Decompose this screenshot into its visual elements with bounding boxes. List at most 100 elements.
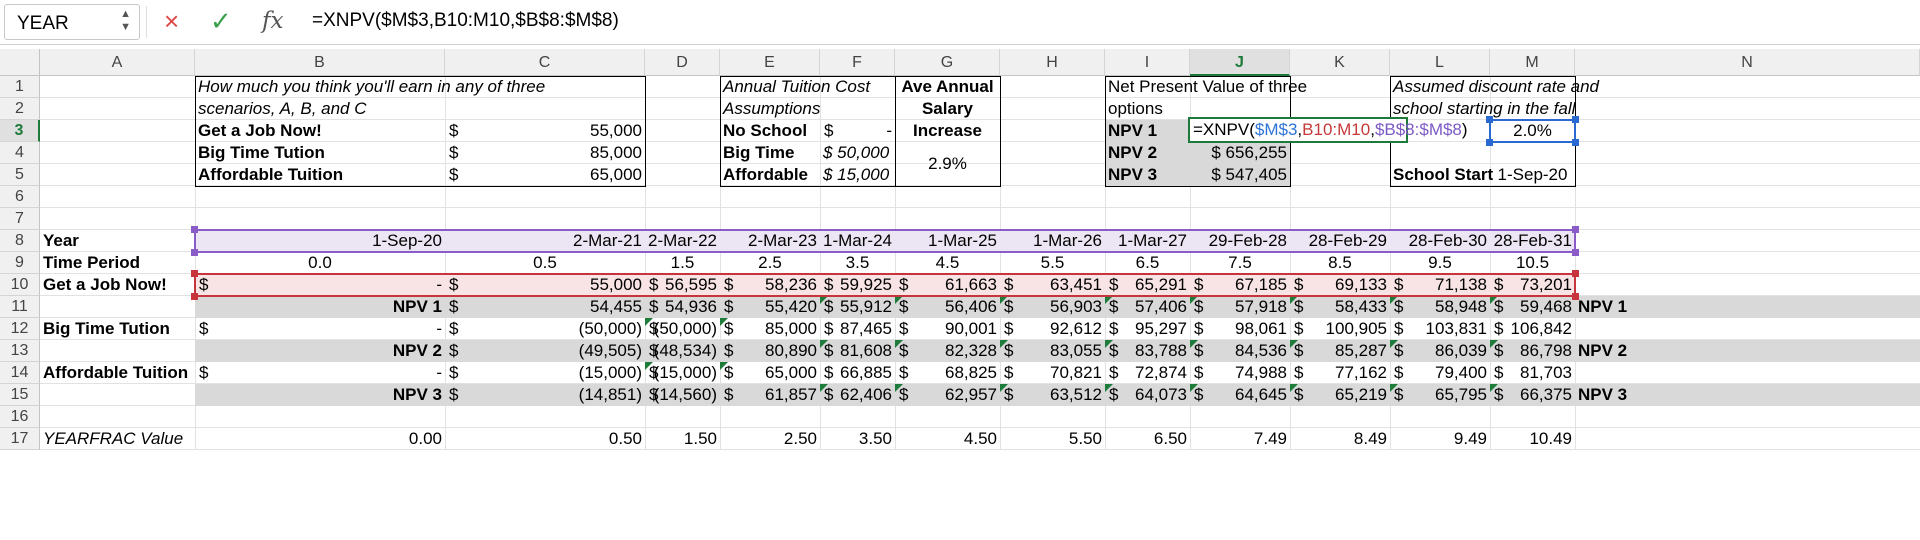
salary-header-line3[interactable]: Increase [913,121,982,140]
school-start-value[interactable]: 1-Sep-20 [1497,165,1568,184]
row-header-8[interactable]: 8 [0,230,40,252]
column-header-n[interactable]: N [1575,49,1920,76]
affordable-cashflow[interactable]: (15,000) $ [449,363,642,382]
big-time-cashflow[interactable]: 100,905 $ [1294,319,1387,338]
row-header-15[interactable]: 15 [0,384,40,406]
npv-value[interactable]: 63,512 $ [1000,384,1105,406]
row-header-4[interactable]: 4 [0,142,40,164]
big-time-cashflow[interactable]: 87,465 $ [824,319,892,338]
time-period-value[interactable]: 9.5 [1428,253,1452,272]
scenario-label[interactable]: Big Time Tution [198,143,325,162]
time-period-value[interactable]: 1.5 [670,253,695,272]
affordable-cashflow[interactable]: 81,703 $ [1494,363,1572,382]
year-date[interactable]: 28-Feb-30 [1408,231,1487,250]
salary-header-line2[interactable]: Salary [921,99,974,118]
time-period-value[interactable]: 5.5 [1040,253,1065,272]
range-handle[interactable] [1572,226,1579,233]
range-handle[interactable] [1572,249,1579,256]
row-header-17[interactable]: 17 [0,428,40,450]
npv-value[interactable]: 66,375 $ [1490,384,1575,406]
year-date[interactable]: 1-Mar-27 [1118,231,1187,250]
big-time-cashflow[interactable]: 103,831 $ [1394,319,1487,338]
column-header-h[interactable]: H [1000,49,1105,76]
job-earnings[interactable]: 71,138 $ [1394,275,1487,294]
npv-value[interactable]: 84,536 $ [1190,340,1290,362]
yearfrac-value[interactable]: 5.50 [1068,429,1102,448]
row-header-6[interactable]: 6 [0,186,40,208]
affordable-cashflow[interactable]: 70,821 $ [1004,363,1102,382]
time-period-label[interactable]: Time Period [43,253,140,272]
affordable-cashflow[interactable]: 68,825 $ [899,363,997,382]
job-earnings[interactable]: 73,201 $ [1494,275,1572,294]
discount-header-line1[interactable]: Assumed discount rate and [1393,77,1600,96]
range-handle[interactable] [191,249,198,256]
big-time-cashflow[interactable]: (50,000) $ [645,318,720,340]
npv-value[interactable]: 65,795 $ [1390,384,1490,406]
npv-value[interactable]: 54,936 $ [649,297,717,316]
function-icon[interactable]: fx [262,8,284,34]
yearfrac-value[interactable]: 0.00 [408,429,442,448]
npv-value[interactable]: 56,903 $ [1000,296,1105,318]
scenario-salary[interactable]: 55,000 $ [449,121,642,140]
time-period-value[interactable]: 10.5 [1515,253,1550,272]
confirm-icon[interactable]: ✓ [210,6,232,36]
npv-value[interactable]: 62,406 $ [820,384,895,406]
yearfrac-value[interactable]: 0.50 [608,429,642,448]
range-handle[interactable] [191,293,198,300]
range-handle[interactable] [1572,139,1579,146]
big-time-cashflow[interactable]: (50,000) $ [449,319,642,338]
job-earnings[interactable]: 55,000 $ [449,275,642,294]
year-label[interactable]: Year [43,231,79,250]
column-header-a[interactable]: A [40,49,195,76]
select-all-corner[interactable] [0,49,40,76]
row-header-5[interactable]: 5 [0,164,40,186]
npv-summary-header-line2[interactable]: options [1108,99,1163,118]
column-header-g[interactable]: G [895,49,1000,76]
npv-value[interactable]: 62,957 $ [895,384,1000,406]
time-period-value[interactable]: 7.5 [1228,253,1252,272]
salary-header-line1[interactable]: Ave Annual [901,77,994,96]
tuition-value[interactable]: $ 15,000 [823,165,890,184]
column-header-i[interactable]: I [1105,49,1190,76]
affordable-cashflow[interactable]: 74,988 $ [1194,363,1287,382]
npv-value[interactable]: 59,468 $ [1490,296,1575,318]
cancel-icon[interactable]: × [164,6,180,36]
school-start-label[interactable]: School Start [1393,165,1494,184]
big-time-cashflow[interactable]: - $ [199,319,442,338]
row-header-7[interactable]: 7 [0,208,40,230]
npv-value[interactable]: (49,505) $ [449,341,642,360]
affordable-cashflow[interactable]: (15,000) $ [645,362,720,384]
affordable-cashflow[interactable]: 79,400 $ [1394,363,1487,382]
npv-value[interactable]: 61,857 $ [724,385,817,404]
npv-value[interactable]: 83,055 $ [1000,340,1105,362]
name-box[interactable]: YEAR ▲ ▼ [4,4,140,40]
row-header-14[interactable]: 14 [0,362,40,384]
yearfrac-value[interactable]: 9.49 [1453,429,1487,448]
npv-value[interactable]: 56,406 $ [895,296,1000,318]
npv-value[interactable]: 80,890 $ [724,341,817,360]
time-period-value[interactable]: 8.5 [1328,253,1352,272]
npv-value[interactable]: 65,219 $ [1290,384,1390,406]
affordable-cashflow[interactable]: 65,000 $ [720,362,820,384]
npv-value[interactable]: 86,039 $ [1390,340,1490,362]
year-date[interactable]: 28-Feb-29 [1308,231,1387,250]
job-earnings[interactable]: - $ [199,275,442,294]
yearfrac-value[interactable]: 7.49 [1253,429,1287,448]
row-header-1[interactable]: 1 [0,76,40,98]
job-label[interactable]: Get a Job Now! [43,275,167,294]
yearfrac-value[interactable]: 3.50 [858,429,892,448]
yearfrac-value[interactable]: 4.50 [963,429,997,448]
npv-value[interactable]: 58,433 $ [1290,296,1390,318]
year-date[interactable]: 1-Sep-20 [372,231,442,250]
npv-value[interactable]: 54,455 $ [449,297,642,316]
tuition-label[interactable]: Affordable [723,165,808,184]
yearfrac-value[interactable]: 6.50 [1153,429,1187,448]
salary-increase-value[interactable]: 2.9% [928,154,967,173]
year-date[interactable]: 1-Mar-24 [823,231,892,250]
range-handle[interactable] [1572,270,1579,277]
npv-row-label[interactable]: NPV 2 [392,341,442,360]
discount-rate-input[interactable]: 2.0% [1513,121,1552,140]
row-header-9[interactable]: 9 [0,252,40,274]
big-time-cashflow[interactable]: 98,061 $ [1194,319,1287,338]
row-header-10[interactable]: 10 [0,274,40,296]
